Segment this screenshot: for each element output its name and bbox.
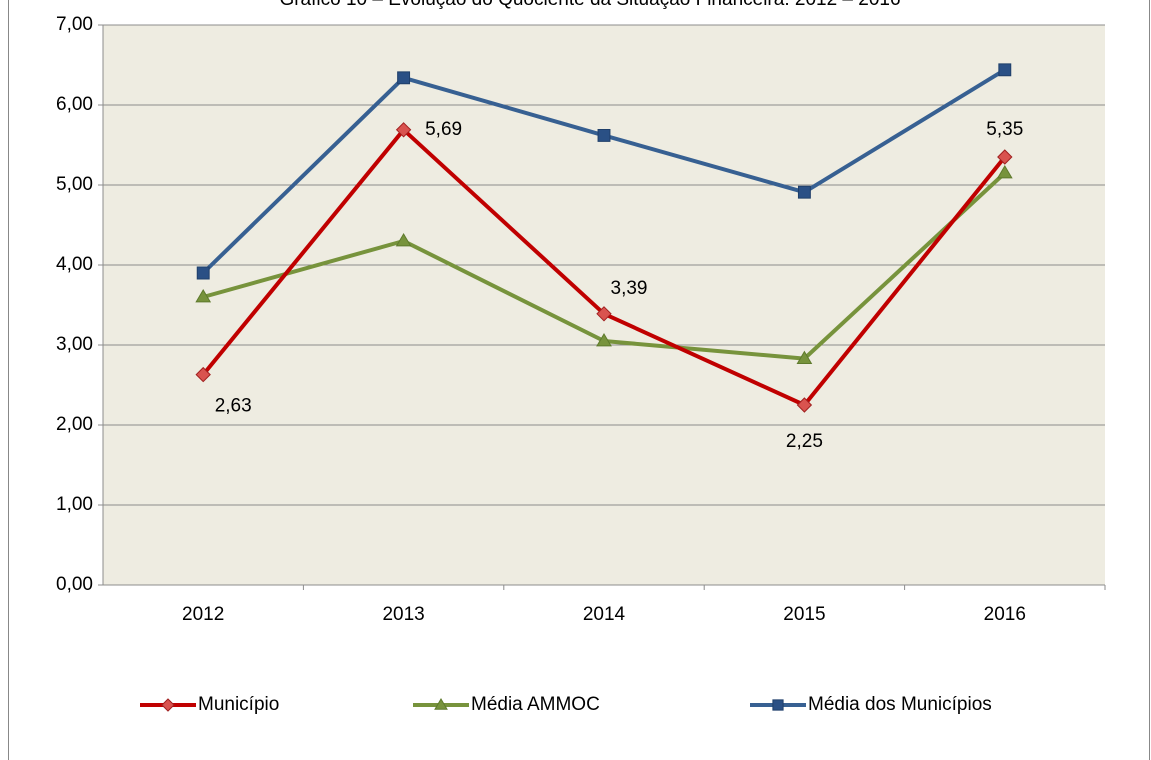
x-tick-label: 2012: [182, 604, 224, 625]
marker: [397, 71, 411, 85]
marker: [434, 698, 448, 710]
marker: [596, 306, 612, 322]
data-label: 5,35: [986, 119, 1023, 140]
data-label: 3,39: [611, 278, 648, 299]
y-tick-label: 5,00: [56, 174, 93, 195]
chart-title: Gráfico 10 – Evolução do Quociente da Si…: [279, 0, 900, 10]
marker: [596, 333, 612, 347]
marker: [796, 397, 813, 413]
legend-label: Média AMMOC: [471, 694, 600, 715]
x-tick-label: 2013: [382, 604, 424, 625]
data-label: 2,25: [786, 431, 823, 452]
marker: [395, 233, 412, 247]
legend-label: Média dos Municípios: [808, 694, 992, 715]
marker: [196, 266, 210, 280]
legend-label: Município: [198, 694, 279, 715]
marker: [796, 350, 813, 364]
marker: [772, 699, 784, 711]
y-tick-label: 2,00: [56, 414, 93, 435]
data-label: 2,63: [215, 396, 252, 417]
y-tick-label: 7,00: [56, 14, 93, 35]
marker: [161, 698, 175, 712]
y-tick-label: 0,00: [56, 574, 93, 595]
marker: [597, 128, 611, 142]
marker: [997, 149, 1013, 165]
x-tick-label: 2015: [783, 604, 825, 625]
plot-area: [103, 25, 1105, 585]
marker: [797, 185, 811, 199]
marker: [395, 122, 412, 138]
x-tick-label: 2016: [984, 604, 1026, 625]
marker: [998, 63, 1012, 77]
marker: [996, 165, 1013, 179]
y-tick-label: 1,00: [56, 494, 93, 515]
marker: [195, 289, 212, 303]
y-tick-label: 3,00: [56, 334, 93, 355]
y-tick-label: 4,00: [56, 254, 93, 275]
data-label: 5,69: [425, 119, 462, 140]
y-tick-label: 6,00: [56, 94, 93, 115]
marker: [195, 366, 211, 383]
x-tick-label: 2014: [583, 604, 626, 625]
